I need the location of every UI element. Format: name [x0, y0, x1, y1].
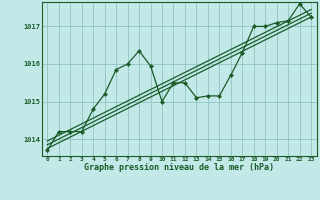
X-axis label: Graphe pression niveau de la mer (hPa): Graphe pression niveau de la mer (hPa) — [84, 163, 274, 172]
